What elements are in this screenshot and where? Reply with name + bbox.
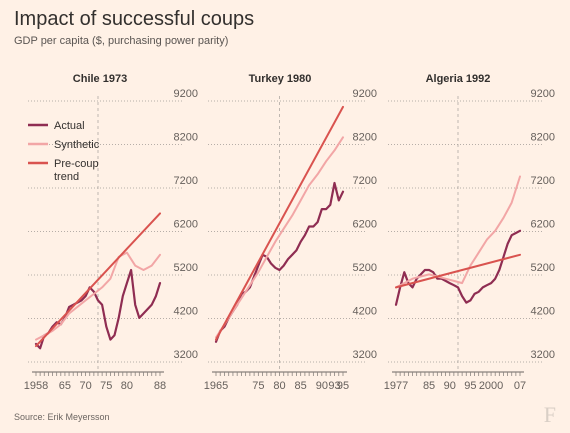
x-tick-label: 85	[423, 380, 435, 392]
series-line-trend	[35, 212, 161, 348]
y-tick-label: 4200	[174, 306, 198, 318]
series-line-synthetic	[215, 136, 344, 339]
x-tick-label: 90	[444, 380, 456, 392]
y-tick-label: 5200	[353, 262, 377, 274]
chart-title: Impact of successful coups	[14, 8, 255, 30]
chart-panel-1: Turkey 1980 3200 4200 5200 6200 7200 8200 9200 1…	[204, 73, 377, 392]
y-tick-label: 5200	[174, 262, 198, 274]
series-line-trend	[215, 105, 344, 341]
series-line-actual	[34, 268, 162, 350]
x-tick-label: 2000	[479, 380, 503, 392]
series-line-synthetic	[395, 175, 521, 289]
x-tick-label: 75	[252, 380, 264, 392]
x-tick-label: 80	[273, 380, 285, 392]
y-tick-label: 7200	[174, 175, 198, 187]
legend-label: Actual	[54, 120, 85, 132]
x-tick-label: 80	[121, 380, 133, 392]
y-tick-label: 3200	[531, 349, 555, 361]
x-tick-label: 95	[464, 380, 476, 392]
x-tick-label: 70	[79, 380, 91, 392]
x-tick-label: 90	[316, 380, 328, 392]
y-tick-label: 4200	[353, 306, 377, 318]
y-tick-label: 9200	[353, 88, 377, 100]
series-line-synthetic	[35, 251, 161, 341]
x-tick-label: 07	[514, 380, 526, 392]
x-tick-label: 93	[328, 380, 340, 392]
x-tick-label: 95	[337, 380, 349, 392]
legend-label: Pre-coup	[54, 158, 99, 170]
y-tick-label: 3200	[353, 349, 377, 361]
ft-logo: F	[543, 402, 556, 427]
source-note: Source: Erik Meyersson	[14, 412, 110, 422]
x-tick-label: 85	[295, 380, 307, 392]
x-tick-label: 75	[100, 380, 112, 392]
y-tick-label: 7200	[531, 175, 555, 187]
chart-panel-0: Chile 1973 3200 4200 5200 6200 7200 8200 9200 19…	[24, 73, 198, 392]
x-tick-label: 1977	[384, 380, 408, 392]
legend-label: Synthetic	[54, 139, 100, 151]
x-tick-label: 1958	[24, 380, 48, 392]
y-tick-label: 8200	[353, 132, 377, 144]
y-tick-label: 8200	[531, 132, 555, 144]
y-tick-label: 3200	[174, 349, 198, 361]
x-tick-label: 65	[59, 380, 71, 392]
x-tick-label: 1965	[204, 380, 228, 392]
panel-title: Turkey 1980	[249, 73, 312, 85]
series-line-actual	[394, 229, 522, 306]
chart-subtitle: GDP per capita ($, purchasing power pari…	[14, 35, 229, 47]
y-tick-label: 7200	[353, 175, 377, 187]
legend-label: trend	[54, 171, 79, 183]
y-tick-label: 4200	[531, 306, 555, 318]
y-tick-label: 6200	[353, 219, 377, 231]
y-tick-label: 9200	[174, 88, 198, 100]
series-line-trend	[395, 253, 521, 289]
y-tick-label: 6200	[174, 219, 198, 231]
panel-title: Chile 1973	[73, 73, 127, 85]
y-tick-label: 6200	[531, 219, 555, 231]
x-tick-label: 88	[154, 380, 166, 392]
y-tick-label: 8200	[174, 132, 198, 144]
y-tick-label: 5200	[531, 262, 555, 274]
chart-panel-2: Algeria 1992 3200 4200 5200 6200 7200 8200 9200…	[384, 73, 555, 392]
y-tick-label: 9200	[531, 88, 555, 100]
panel-title: Algeria 1992	[426, 73, 491, 85]
